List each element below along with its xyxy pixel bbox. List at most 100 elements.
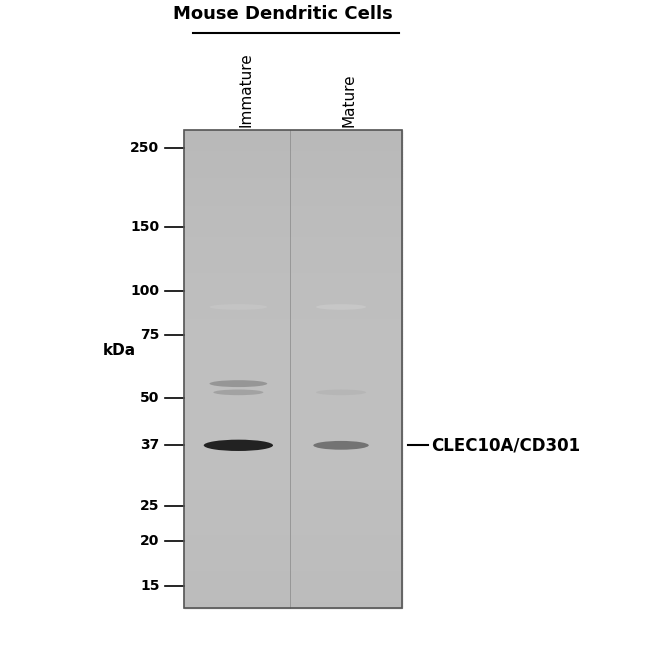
Bar [184, 424, 402, 426]
Bar [184, 408, 402, 410]
Bar [184, 384, 402, 386]
Bar [184, 231, 402, 233]
Bar [184, 145, 402, 147]
Bar [184, 525, 402, 527]
Bar [184, 496, 402, 498]
Bar [184, 549, 402, 551]
Bar [184, 584, 402, 586]
Bar [184, 379, 402, 381]
Bar [184, 235, 402, 238]
Bar [184, 133, 402, 135]
Bar [184, 291, 402, 292]
Bar [184, 183, 402, 185]
Bar [184, 147, 402, 150]
Bar [184, 493, 402, 496]
Bar [184, 329, 402, 331]
Bar [184, 150, 402, 152]
Bar [184, 224, 402, 226]
Bar [184, 214, 402, 216]
Bar [184, 482, 402, 484]
Bar [184, 606, 402, 608]
Bar [184, 388, 402, 391]
Bar [184, 245, 402, 248]
Bar [184, 429, 402, 432]
Ellipse shape [209, 380, 267, 387]
Bar [184, 374, 402, 376]
Bar [184, 174, 402, 176]
Bar [184, 441, 402, 443]
Bar [184, 582, 402, 584]
Bar [184, 345, 402, 348]
Bar [184, 240, 402, 242]
Bar [184, 572, 402, 575]
Bar [184, 412, 402, 415]
Text: kDa: kDa [103, 343, 136, 358]
Bar [184, 190, 402, 192]
Bar [184, 252, 402, 255]
Bar [184, 302, 402, 305]
Bar [184, 575, 402, 577]
Ellipse shape [313, 441, 369, 450]
Bar [184, 391, 402, 393]
Bar [184, 450, 402, 453]
Bar [184, 130, 402, 608]
Bar [184, 138, 402, 140]
Bar [184, 317, 402, 319]
Bar [184, 560, 402, 563]
Bar [184, 348, 402, 350]
Bar [184, 415, 402, 417]
Bar [184, 242, 402, 245]
Bar [184, 422, 402, 424]
Bar [184, 192, 402, 195]
Bar [184, 166, 402, 168]
Bar [184, 200, 402, 202]
Bar [184, 178, 402, 181]
Bar [184, 563, 402, 565]
Bar [184, 484, 402, 486]
Bar [184, 164, 402, 166]
Bar [184, 142, 402, 145]
Bar [184, 460, 402, 462]
Bar [184, 570, 402, 572]
Bar [184, 400, 402, 402]
Bar [184, 188, 402, 190]
Bar [184, 601, 402, 603]
Bar [184, 171, 402, 174]
Bar [184, 508, 402, 510]
Bar [184, 355, 402, 358]
Bar [184, 352, 402, 355]
Bar [184, 181, 402, 183]
Bar [184, 432, 402, 434]
Bar [184, 515, 402, 517]
Bar [184, 551, 402, 553]
Bar [184, 135, 402, 138]
Bar [184, 218, 402, 221]
Bar [184, 567, 402, 570]
Bar [184, 393, 402, 395]
Bar [184, 536, 402, 539]
Bar [184, 386, 402, 388]
Bar [184, 467, 402, 469]
Bar [184, 522, 402, 525]
Bar [184, 333, 402, 336]
Bar [184, 159, 402, 161]
Bar [184, 434, 402, 436]
Bar [184, 362, 402, 365]
Bar [184, 455, 402, 458]
Bar [184, 520, 402, 522]
Text: CLEC10A/CD301: CLEC10A/CD301 [431, 436, 580, 454]
Bar [184, 295, 402, 298]
Bar [184, 358, 402, 359]
Bar [184, 486, 402, 489]
Bar [184, 312, 402, 314]
Bar [184, 341, 402, 343]
Bar [184, 527, 402, 529]
Bar [184, 307, 402, 309]
Bar [184, 298, 402, 300]
Bar [184, 596, 402, 599]
Bar [184, 262, 402, 264]
Bar [184, 264, 402, 266]
Text: 15: 15 [140, 579, 159, 593]
Bar [184, 309, 402, 312]
Bar [184, 476, 402, 479]
